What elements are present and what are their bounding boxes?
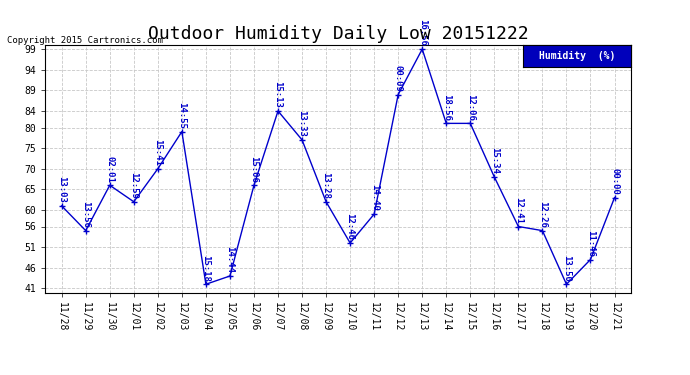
Text: 13:56: 13:56 (81, 201, 90, 228)
Text: 12:41: 12:41 (514, 197, 523, 224)
Text: 00:09: 00:09 (394, 65, 403, 92)
Text: 14:55: 14:55 (177, 102, 186, 129)
Text: 02:01: 02:01 (106, 156, 115, 183)
Text: 13:50: 13:50 (562, 255, 571, 282)
Text: 15:41: 15:41 (153, 139, 162, 166)
Text: 12:26: 12:26 (538, 201, 547, 228)
Title: Outdoor Humidity Daily Low 20151222: Outdoor Humidity Daily Low 20151222 (148, 26, 529, 44)
Text: 15:18: 15:18 (201, 255, 210, 282)
Text: 00:00: 00:00 (610, 168, 619, 195)
Text: 15:06: 15:06 (250, 156, 259, 183)
Text: 11:46: 11:46 (586, 230, 595, 257)
Text: 18:56: 18:56 (442, 94, 451, 121)
Text: 12:59: 12:59 (129, 172, 138, 199)
Text: 14:40: 14:40 (370, 184, 379, 211)
Text: Copyright 2015 Cartronics.com: Copyright 2015 Cartronics.com (7, 36, 163, 45)
Text: 16:56: 16:56 (417, 20, 426, 46)
Text: 14:44: 14:44 (226, 246, 235, 273)
Text: 13:03: 13:03 (57, 176, 66, 203)
Text: 12:06: 12:06 (466, 94, 475, 121)
Text: 15:34: 15:34 (490, 147, 499, 174)
Text: 12:46: 12:46 (346, 213, 355, 240)
Text: 13:33: 13:33 (297, 110, 306, 137)
Text: 13:28: 13:28 (322, 172, 331, 199)
Text: 15:13: 15:13 (273, 81, 282, 108)
